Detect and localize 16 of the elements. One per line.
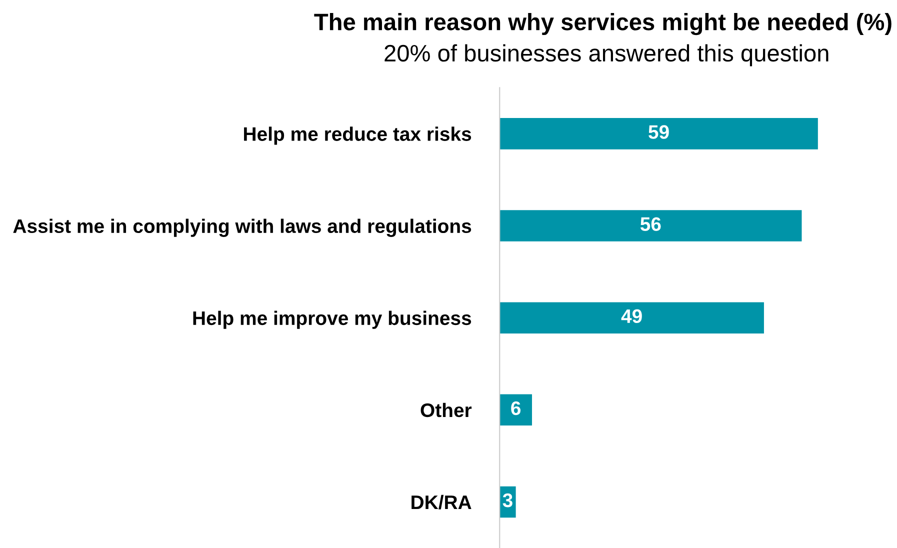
data-label: 6 <box>511 401 521 416</box>
data-label: 59 <box>648 125 669 139</box>
y-tick-label: Assist me in complying with laws and regulations <box>13 218 472 237</box>
bar <box>500 302 764 334</box>
y-tick-label: Help me improve my business <box>193 310 472 329</box>
chart-title: The main reason why services might be needed (%) <box>314 13 892 36</box>
bar <box>500 118 818 150</box>
y-tick-label: DK/RA <box>412 494 472 510</box>
data-label: 56 <box>640 217 661 231</box>
bar <box>500 210 802 242</box>
y-tick-label: Help me reduce tax risks <box>244 126 472 145</box>
data-label: 49 <box>621 309 642 324</box>
chart-subtitle: 20% of businesses answered this question <box>384 44 828 66</box>
data-label: 3 <box>502 493 512 508</box>
bar <box>500 394 532 426</box>
y-tick-label: Other <box>420 402 472 418</box>
